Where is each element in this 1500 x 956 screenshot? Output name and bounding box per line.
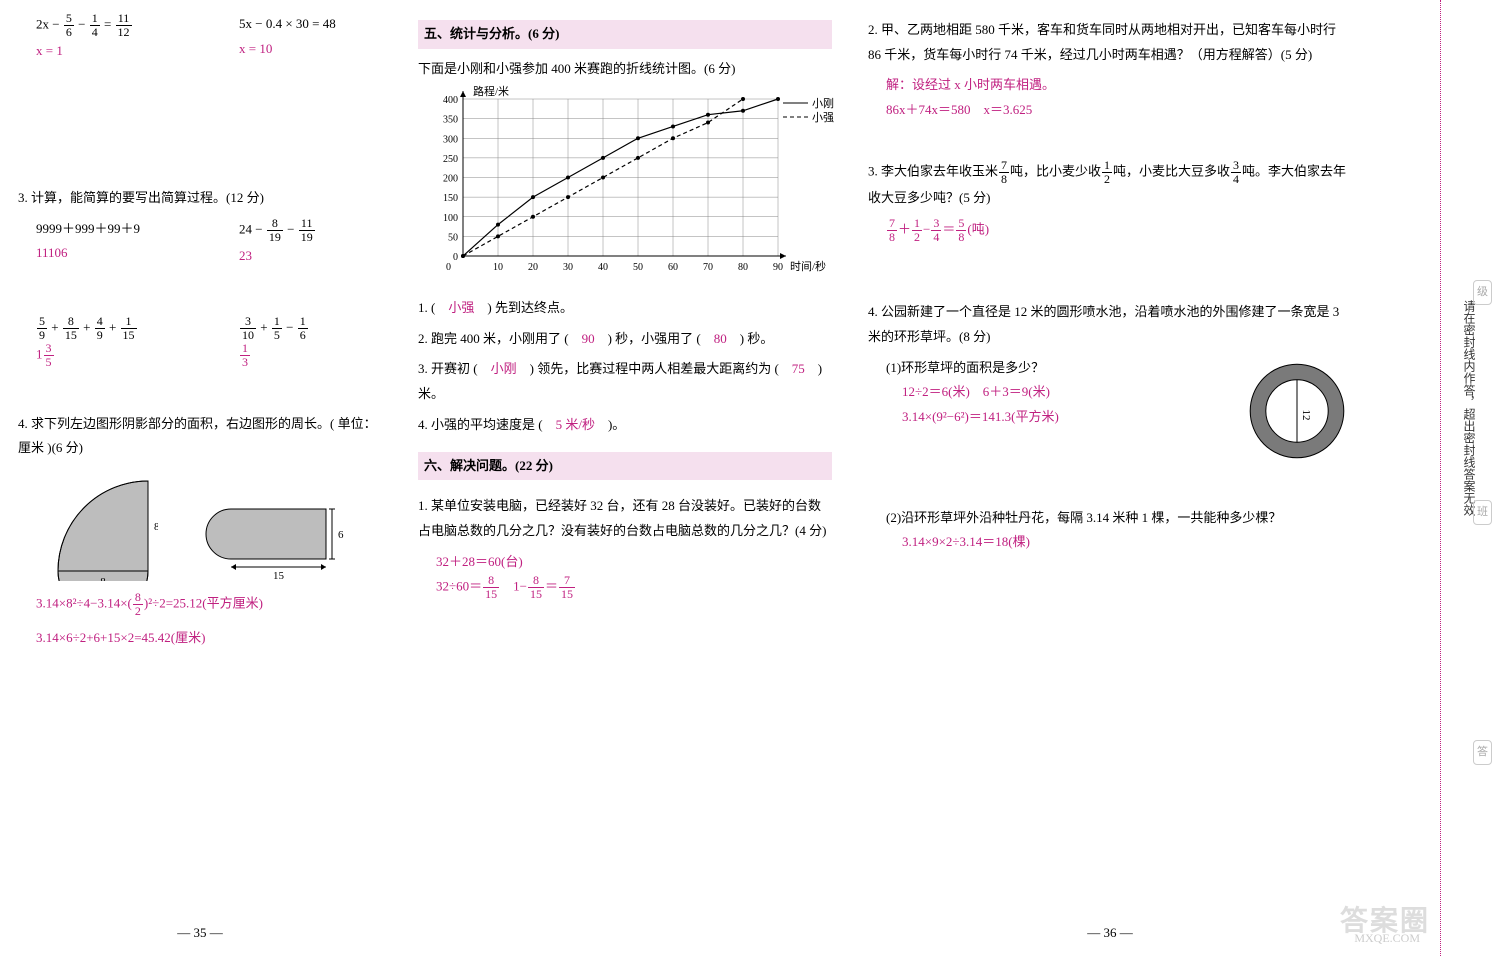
svg-text:0: 0 (453, 252, 458, 263)
stamp-1: 级 (1473, 280, 1492, 305)
q3-title: 3. 计算，能简算的要写出简算过程。(12 分) (18, 186, 382, 211)
q4-shape-2: 6 15 (198, 501, 358, 581)
q4-shape-1: 88 (48, 471, 158, 581)
svg-text:200: 200 (443, 174, 458, 185)
column-2: 五、统计与分析。(6 分) 下面是小刚和小强参加 400 米赛跑的折线统计图。(… (400, 0, 850, 956)
stamp-2: 班 (1473, 500, 1492, 525)
svg-text:6: 6 (338, 529, 344, 541)
sec6-q1-ans2: 32÷60＝815 1−815＝715 (418, 574, 832, 601)
svg-text:10: 10 (493, 262, 503, 273)
q4-title: 4. 求下列左边图形阴影部分的面积，右边图形的周长。( 单位：厘米 )(6 分) (18, 412, 382, 461)
q3-2l-expr: 59 + 815 + 49 + 115 (36, 315, 179, 342)
c3-q4-sub2-a1: 3.14×9×2÷3.14＝18(棵) (868, 530, 1352, 555)
svg-text:路程/米: 路程/米 (473, 85, 509, 98)
margin-text: 请在密封线内作答，超出密封线答案无效 (1462, 300, 1478, 516)
q4-ans1: 3.14×8²÷4−3.14×(82)²÷2=25.12(平方厘米) (18, 591, 382, 618)
page-num-right: — 36 — (1087, 921, 1133, 946)
column-3: 2. 甲、乙两地相距 580 千米，客车和货车同时从两地相对开出，已知客车每小时… (850, 0, 1370, 956)
sec5-qa-item: 2. 跑完 400 米，小刚用了 ( 90 ) 秒，小强用了 ( 80 ) 秒。 (418, 327, 832, 352)
svg-text:300: 300 (443, 135, 458, 146)
column-1: 2x − 56 − 14 = 1112 x = 1 5x − 0.4 × 30 … (0, 0, 400, 956)
c3-q3-text: 3. 李大伯家去年收玉米78吨，比小麦少收12吨，小麦比大豆多收34吨。李大伯家… (868, 159, 1352, 211)
svg-text:60: 60 (668, 262, 678, 273)
q3-2r-expr: 310 + 15 − 16 (239, 315, 382, 342)
sec6-q1-text: 1. 某单位安装电脑，已经装好 32 台，还有 28 台没装好。已装好的台数占电… (418, 494, 832, 543)
svg-text:8: 8 (100, 576, 106, 581)
svg-text:400: 400 (443, 95, 458, 106)
sec5-qa-item: 1. ( 小强 ) 先到达终点。 (418, 296, 832, 321)
svg-text:0: 0 (446, 262, 451, 273)
svg-text:15: 15 (273, 570, 285, 581)
eq-1-ans: x = 1 (36, 39, 179, 64)
sec6-q1-ans1: 32＋28＝60(台) (418, 550, 832, 575)
q3-1r-expr: 24 − 819 − 1119 (239, 217, 382, 244)
svg-text:100: 100 (443, 213, 458, 224)
svg-text:小刚: 小刚 (812, 97, 834, 110)
svg-text:小强: 小强 (812, 111, 834, 124)
c3-q4-sub1-a2: 3.14×(9²−6²)＝141.3(平方米) (868, 405, 1232, 430)
c3-q2-ans2: 86x＋74x＝580 x＝3.625 (868, 98, 1352, 123)
eq-2-ans: x = 10 (239, 37, 382, 62)
svg-text:50: 50 (633, 262, 643, 273)
c3-q4-sub1: (1)环形草坪的面积是多少？ (868, 356, 1232, 381)
svg-text:50: 50 (448, 233, 458, 244)
eq-2: 5x − 0.4 × 30 = 48 x = 10 (239, 12, 382, 64)
q3-1l-expr: 9999＋999＋99＋9 (36, 217, 179, 242)
svg-text:20: 20 (528, 262, 538, 273)
svg-text:250: 250 (443, 154, 458, 165)
sec5-qa: 1. ( 小强 ) 先到达终点。 2. 跑完 400 米，小刚用了 ( 90 ) … (418, 296, 832, 437)
sec6-header: 六、解决问题。(22 分) (418, 452, 832, 481)
q4-ans2: 3.14×6÷2+6+15×2=45.42(厘米) (18, 626, 382, 651)
q3-1r-ans: 23 (239, 244, 382, 269)
sec5-header: 五、统计与分析。(6 分) (418, 20, 832, 49)
svg-text:80: 80 (738, 262, 748, 273)
c3-q2-ans1: 解：设经过 x 小时两车相遇。 (868, 73, 1352, 98)
watermark-url: MXQE.COM (1354, 927, 1420, 950)
svg-text:40: 40 (598, 262, 608, 273)
c3-q4-sub2: (2)沿环形草坪外沿种牡丹花，每隔 3.14 米种 1 棵，一共能种多少棵？ (868, 506, 1352, 531)
q3-2l-ans: 135 (36, 342, 179, 369)
c3-q3-ans: 78＋12−34＝58(吨) (868, 217, 1352, 244)
page-num-left: — 35 — (177, 921, 223, 946)
c3-q2-text: 2. 甲、乙两地相距 580 千米，客车和货车同时从两地相对开出，已知客车每小时… (868, 18, 1352, 67)
eq-1-expr: 2x − 56 − 14 = 1112 (36, 12, 179, 39)
svg-text:12: 12 (1300, 409, 1312, 420)
right-margin: 请在密封线内作答，超出密封线答案无效 级 班 答 (1440, 0, 1500, 956)
eq-1: 2x − 56 − 14 = 1112 x = 1 (36, 12, 179, 64)
eq-row: 2x − 56 − 14 = 1112 x = 1 5x − 0.4 × 30 … (18, 12, 382, 64)
svg-text:350: 350 (443, 115, 458, 126)
stamp-3: 答 (1473, 740, 1492, 765)
svg-text:时间/秒: 时间/秒 (790, 259, 826, 273)
c3-q4-text: 4. 公园新建了一个直径是 12 米的圆形喷水池，沿着喷水池的外围修建了一条宽是… (868, 300, 1352, 349)
q3-2r-ans: 13 (239, 342, 382, 369)
svg-text:30: 30 (563, 262, 573, 273)
line-chart: 0 50 100 150 200 250 300 350 400 10 20 30 40 50 60 70 80… (418, 81, 838, 281)
svg-text:70: 70 (703, 262, 713, 273)
sec5-qa-item: 3. 开赛初 ( 小刚 ) 领先，比赛过程中两人相差最大距离约为 ( 75 ) … (418, 357, 832, 406)
sec5-intro: 下面是小刚和小强参加 400 米赛跑的折线统计图。(6 分) (418, 57, 832, 82)
q4-figures: 88 615 (48, 471, 382, 581)
c3-q4-sub1-a1: 12÷2＝6(米) 6＋3＝9(米) (868, 380, 1232, 405)
q3-1l-ans: 11106 (36, 241, 179, 266)
ring-diagram: 12 (1242, 356, 1352, 466)
sec5-qa-item: 4. 小强的平均速度是 ( 5 米/秒 )。 (418, 413, 832, 438)
svg-text:8: 8 (154, 521, 158, 533)
svg-text:150: 150 (443, 194, 458, 205)
eq-2-expr: 5x − 0.4 × 30 = 48 (239, 12, 382, 37)
svg-text:90: 90 (773, 262, 783, 273)
